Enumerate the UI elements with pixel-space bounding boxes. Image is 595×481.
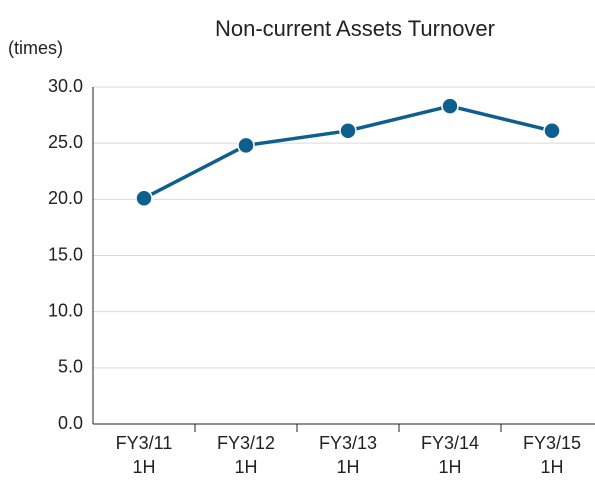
- x-tick-label: FY3/14 1H: [421, 433, 479, 477]
- x-tick-label: FY3/12 1H: [217, 433, 275, 477]
- x-tick-label: FY3/11 1H: [116, 433, 173, 477]
- chart-title: Non-current Assets Turnover: [215, 16, 495, 41]
- marker: [135, 189, 153, 207]
- y-tick-label: 10.0: [48, 300, 83, 320]
- marker: [543, 122, 561, 140]
- x-tick-label: FY3/15 1H: [523, 433, 581, 477]
- y-tick-label: 25.0: [48, 132, 83, 152]
- y-tick-label: 0.0: [58, 413, 83, 433]
- y-tick-label: 5.0: [58, 357, 83, 377]
- marker: [339, 122, 357, 140]
- line: [143, 104, 553, 200]
- y-axis-label: (times): [8, 38, 63, 58]
- marker: [441, 97, 459, 115]
- marker: [237, 136, 255, 155]
- y-tick-label: 30.0: [48, 76, 83, 96]
- y-tick-label: 20.0: [48, 188, 83, 208]
- y-tick-label: 15.0: [48, 244, 83, 264]
- x-tick-label: FY3/13 1H: [319, 433, 377, 477]
